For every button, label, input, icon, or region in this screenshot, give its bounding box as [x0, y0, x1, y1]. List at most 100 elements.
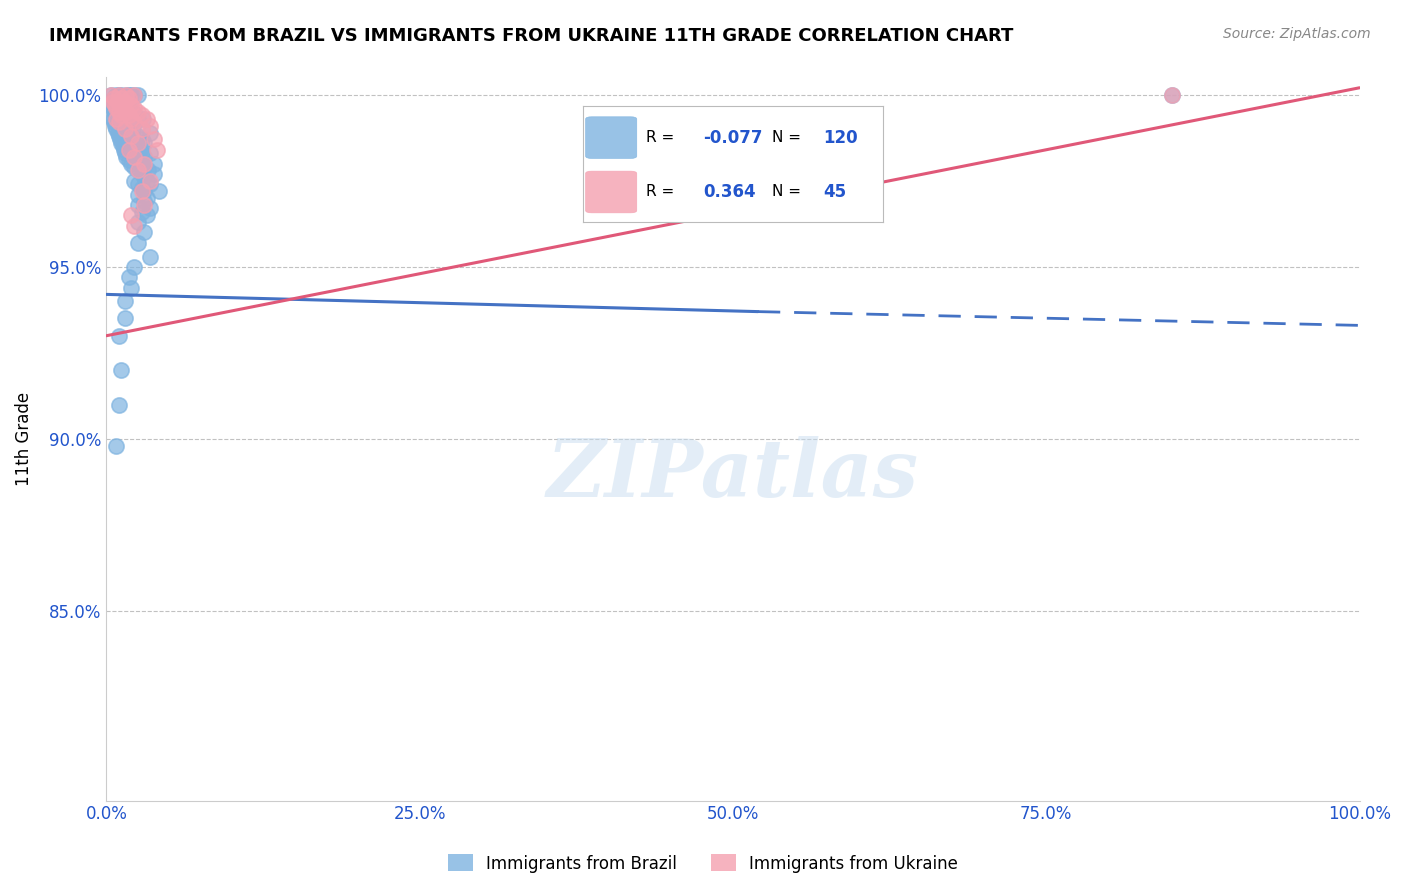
- Point: [131, 108, 153, 122]
- Legend: Immigrants from Brazil, Immigrants from Ukraine: Immigrants from Brazil, Immigrants from …: [441, 847, 965, 880]
- Point: [105, 102, 128, 116]
- Point: [132, 184, 155, 198]
- Point: [104, 95, 127, 109]
- Point: [118, 87, 141, 102]
- Point: [135, 191, 157, 205]
- Point: [108, 132, 131, 146]
- Point: [101, 112, 124, 126]
- Point: [131, 180, 153, 194]
- Point: [118, 108, 141, 122]
- Point: [115, 122, 138, 136]
- Point: [131, 122, 153, 136]
- Point: [100, 87, 122, 102]
- Point: [111, 126, 134, 140]
- Point: [108, 102, 131, 116]
- Point: [121, 156, 143, 170]
- Point: [131, 156, 153, 170]
- Point: [107, 115, 129, 129]
- Point: [112, 95, 135, 109]
- Point: [129, 143, 152, 157]
- Point: [127, 198, 149, 212]
- Point: [111, 104, 134, 119]
- Point: [127, 136, 149, 150]
- Point: [110, 91, 132, 105]
- Point: [114, 146, 136, 161]
- Point: [127, 112, 149, 126]
- Point: [112, 108, 135, 122]
- Point: [118, 143, 141, 157]
- Point: [114, 95, 136, 109]
- Point: [122, 115, 145, 129]
- Point: [108, 104, 131, 119]
- Point: [127, 177, 149, 191]
- Point: [122, 174, 145, 188]
- Point: [127, 215, 149, 229]
- Point: [143, 167, 166, 181]
- Point: [132, 156, 155, 170]
- Point: [108, 87, 131, 102]
- Point: [108, 104, 131, 119]
- Point: [122, 219, 145, 233]
- Point: [136, 163, 159, 178]
- Point: [110, 363, 132, 377]
- Point: [117, 115, 139, 129]
- Point: [135, 112, 157, 126]
- Point: [127, 163, 149, 178]
- Point: [108, 95, 131, 109]
- Point: [118, 153, 141, 167]
- Point: [121, 128, 143, 143]
- Point: [122, 150, 145, 164]
- Point: [104, 98, 127, 112]
- Point: [107, 126, 129, 140]
- Point: [122, 150, 145, 164]
- Point: [131, 184, 153, 198]
- Point: [112, 143, 135, 157]
- Point: [132, 226, 155, 240]
- Point: [121, 112, 143, 126]
- Point: [118, 108, 141, 122]
- Point: [1160, 87, 1182, 102]
- Point: [131, 167, 153, 181]
- Point: [110, 91, 132, 105]
- Point: [118, 126, 141, 140]
- Point: [139, 174, 162, 188]
- Point: [148, 184, 170, 198]
- Point: [127, 163, 149, 178]
- Point: [108, 115, 131, 129]
- Point: [132, 112, 155, 126]
- Point: [114, 128, 136, 143]
- Text: Source: ZipAtlas.com: Source: ZipAtlas.com: [1223, 27, 1371, 41]
- Point: [121, 128, 143, 143]
- Point: [139, 146, 162, 161]
- Point: [121, 98, 143, 112]
- Point: [103, 115, 125, 129]
- Point: [135, 208, 157, 222]
- Point: [111, 115, 134, 129]
- Point: [111, 98, 134, 112]
- Point: [111, 98, 134, 112]
- Point: [108, 128, 131, 143]
- Y-axis label: 11th Grade: 11th Grade: [15, 392, 32, 486]
- Point: [139, 119, 162, 133]
- Point: [121, 143, 143, 157]
- Point: [135, 174, 157, 188]
- Point: [122, 87, 145, 102]
- Point: [118, 270, 141, 285]
- Point: [132, 160, 155, 174]
- Point: [120, 102, 142, 116]
- Point: [121, 104, 143, 119]
- Point: [127, 128, 149, 143]
- Point: [103, 91, 125, 105]
- Text: IMMIGRANTS FROM BRAZIL VS IMMIGRANTS FROM UKRAINE 11TH GRADE CORRELATION CHART: IMMIGRANTS FROM BRAZIL VS IMMIGRANTS FRO…: [49, 27, 1014, 45]
- Point: [104, 108, 127, 122]
- Point: [132, 136, 155, 150]
- Point: [107, 95, 129, 109]
- Point: [112, 102, 135, 116]
- Point: [104, 119, 127, 133]
- Point: [114, 311, 136, 326]
- Point: [115, 132, 138, 146]
- Point: [114, 294, 136, 309]
- Point: [145, 143, 167, 157]
- Point: [122, 87, 145, 102]
- Point: [114, 122, 136, 136]
